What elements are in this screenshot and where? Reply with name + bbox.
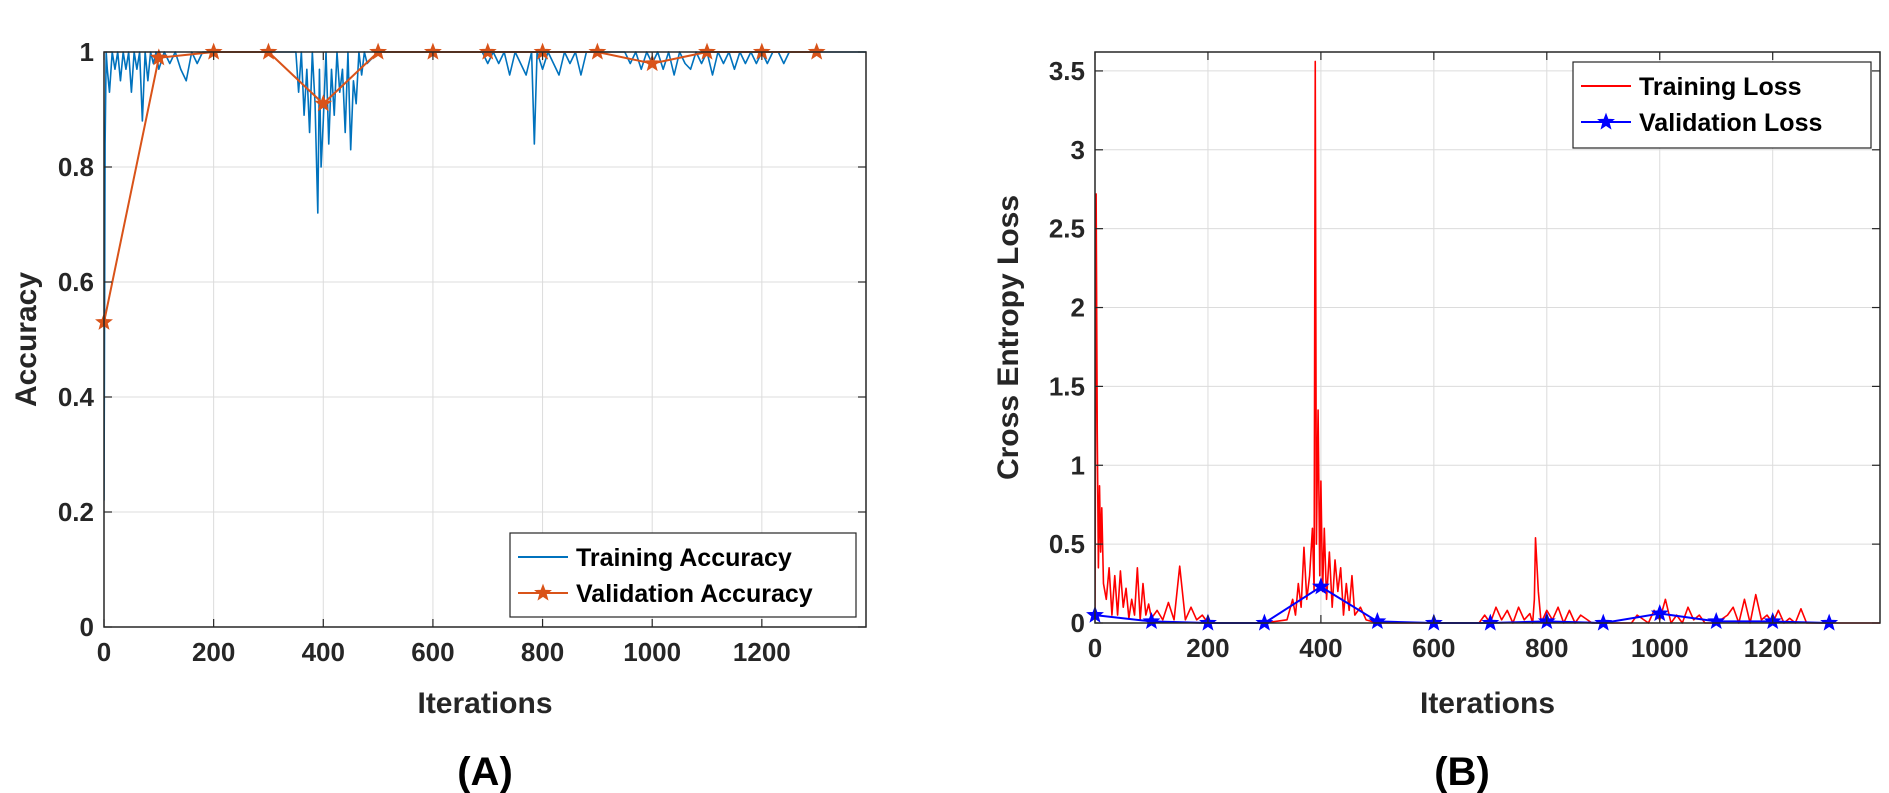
panel-label: (B) — [1434, 750, 1490, 793]
data-point — [1707, 611, 1726, 630]
y-tick-label: 3 — [1071, 135, 1085, 165]
legend-marker-1 — [534, 583, 552, 601]
data-point — [1594, 613, 1613, 631]
y-tick-label: 1 — [1071, 450, 1085, 480]
data-point — [643, 54, 662, 72]
data-point — [259, 42, 278, 60]
data-point — [1820, 613, 1839, 631]
x-tick-label: 1200 — [733, 637, 791, 667]
y-tick-label: 0 — [80, 612, 94, 642]
x-tick-label: 1000 — [623, 637, 681, 667]
x-tick-label: 800 — [1525, 633, 1568, 663]
axes-box — [103, 51, 867, 628]
x-tick-label: 0 — [1088, 633, 1102, 663]
axes-box — [1094, 51, 1881, 624]
series-line-0 — [104, 51, 866, 501]
legend-label-0: Training Loss — [1639, 73, 1802, 101]
y-tick-label: 1.5 — [1049, 371, 1085, 401]
data-point — [588, 42, 607, 60]
y-tick-label: 2 — [1071, 293, 1085, 323]
x-tick-label: 400 — [302, 637, 345, 667]
data-point — [698, 42, 716, 60]
y-axis-label: Accuracy — [10, 272, 43, 407]
legend: Training Loss Validation Loss — [1572, 61, 1872, 149]
y-tick-label: 2.5 — [1049, 214, 1085, 244]
plot-area — [104, 52, 866, 627]
series-line-0 — [1095, 60, 1880, 624]
data-point — [1368, 611, 1387, 630]
y-axis-label: Cross Entropy Loss — [992, 195, 1025, 480]
data-point — [369, 42, 388, 60]
y-tick-label: 0 — [1071, 608, 1085, 638]
data-point — [1481, 613, 1500, 631]
legend-label-0: Training Accuracy — [576, 544, 792, 572]
y-tick-label: 0.2 — [58, 497, 94, 527]
x-tick-label: 1200 — [1744, 633, 1802, 663]
data-point — [149, 48, 168, 66]
legend-box — [1572, 61, 1872, 149]
x-tick-label: 600 — [1412, 633, 1455, 663]
x-tick-label: 200 — [1186, 633, 1229, 663]
loss-chart: 0 200 400 600 800 1000 1200 0 0.5 1 1.5 2 2.5 3 3.5 Ite… — [992, 51, 1881, 793]
y-tick-label: 3.5 — [1049, 56, 1085, 86]
y-tick-label: 0.5 — [1049, 529, 1085, 559]
y-tick-label: 0.8 — [58, 152, 94, 182]
data-point — [1142, 611, 1161, 630]
x-tick-label: 0 — [97, 637, 111, 667]
y-tick-label: 0.4 — [58, 382, 95, 412]
data-point — [1311, 577, 1330, 595]
legend-box — [509, 532, 857, 618]
accuracy-chart: 0 200 400 600 800 1000 1200 0 0.2 0.4 0.6 0.8 1 Itera… — [10, 37, 867, 793]
y-tick-label: 1 — [80, 37, 94, 67]
x-tick-label: 400 — [1299, 633, 1342, 663]
data-point — [1255, 613, 1274, 631]
x-axis-label: Iterations — [417, 687, 552, 720]
legend: Training Accuracy Validation Accuracy — [509, 532, 857, 618]
legend-marker-1 — [1597, 112, 1615, 130]
x-tick-label: 200 — [192, 637, 235, 667]
x-tick-label: 800 — [521, 637, 564, 667]
x-tick-label: 1000 — [1631, 633, 1689, 663]
data-point — [807, 42, 826, 60]
legend-label-1: Validation Accuracy — [576, 580, 813, 608]
x-tick-label: 600 — [411, 637, 454, 667]
y-tick-label: 0.6 — [58, 267, 94, 297]
legend-label-1: Validation Loss — [1639, 109, 1822, 137]
panel-label: (A) — [457, 750, 513, 793]
x-axis-label: Iterations — [1420, 687, 1555, 720]
data-point — [478, 42, 497, 60]
data-point — [314, 94, 333, 112]
